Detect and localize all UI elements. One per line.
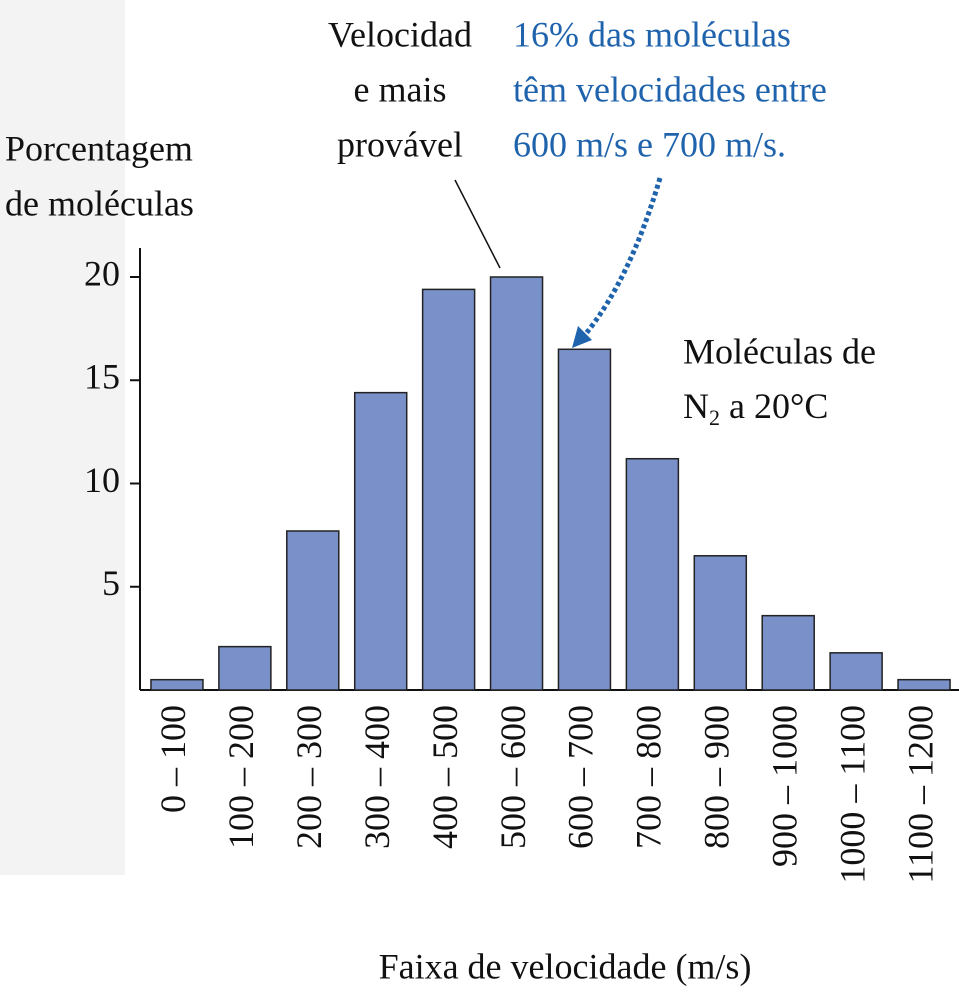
bar [150,678,204,691]
y-axis-label: de moléculas [5,183,194,223]
x-tick-label: 800 – 900 [697,705,737,849]
formula-rest: a 20°C [720,386,828,426]
formula: N [683,386,709,426]
x-tick-label: 200 – 300 [289,705,329,849]
x-tick-label: 1100 – 1200 [900,705,940,884]
x-tick-label: 700 – 800 [629,705,669,849]
bar [625,457,680,691]
annotation: Moléculas de [683,331,876,371]
x-tick-label: 900 – 1000 [764,705,804,867]
x-tick-label: 300 – 400 [357,705,397,849]
arrowhead [572,326,592,348]
bar [897,678,951,691]
y-tick-label: 20 [84,253,120,293]
y-tick-label: 5 [102,563,120,603]
pointer-line [454,179,501,269]
y-tick-label: 15 [84,357,120,397]
annotation: provável [337,124,463,164]
x-axis-label: Faixa de velocidade (m/s) [379,946,752,986]
bar [489,276,544,691]
annotation: 16% das moléculas [513,14,791,54]
x-tick-label: 1000 – 1100 [832,705,872,884]
side-panel [0,0,125,875]
bar [421,288,476,691]
annotation: Velocidad [328,14,472,54]
annotation: N2 a 20°C [683,386,828,430]
x-tick-label: 500 – 600 [493,705,533,849]
bar [829,652,883,691]
annotation: têm velocidades entre [513,69,827,109]
x-tick-label: 100 – 200 [221,705,261,849]
bar [693,555,748,691]
bar [218,645,272,691]
y-axis-label: Porcentagem [5,128,193,168]
subscript: 2 [709,405,720,430]
bar [761,614,815,691]
annotation: 600 m/s e 700 m/s. [513,124,786,164]
bar [286,530,340,691]
arrow [582,177,663,338]
x-tick-label: 0 – 100 [153,705,193,813]
bar [353,391,408,691]
x-tick-label: 600 – 700 [561,705,601,849]
bar [557,348,612,691]
annotation: e mais [354,69,447,109]
x-tick-label: 400 – 500 [425,705,465,849]
y-tick-label: 10 [84,460,120,500]
